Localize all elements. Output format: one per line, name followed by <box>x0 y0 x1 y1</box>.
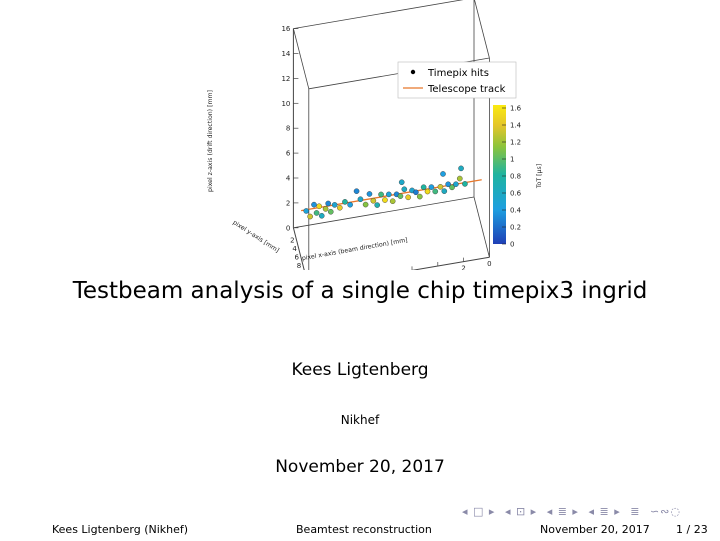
hit-point <box>453 181 459 187</box>
institute: Nikhef <box>340 413 380 427</box>
z-tick-label: 14 <box>281 50 290 58</box>
z-tick-label: 4 <box>286 175 291 183</box>
hit-point <box>389 198 396 204</box>
hit-point <box>405 194 411 201</box>
hit-point <box>311 201 317 208</box>
hit-point <box>357 196 364 203</box>
hit-point <box>370 197 377 204</box>
nav-search-icon[interactable]: ∽∾◌ <box>649 505 681 518</box>
z-tick-label: 12 <box>281 75 290 83</box>
hit-point <box>462 181 468 187</box>
colorbar-tick-label: 0.2 <box>510 224 521 232</box>
legend-box <box>397 61 517 99</box>
hit-point <box>397 193 404 199</box>
hit-point <box>307 213 313 220</box>
hit-point <box>445 181 451 188</box>
box-edge-back-bottom <box>293 196 475 229</box>
colorbar-tick-label: 1.2 <box>510 139 521 147</box>
hit-point <box>316 203 322 210</box>
y-tick-label: 2 <box>290 236 294 244</box>
hit-point <box>327 208 334 215</box>
hit-point <box>458 165 464 172</box>
z-tick-label: 8 <box>286 125 290 133</box>
footer-date: November 20, 2017 <box>540 523 650 536</box>
hit-point <box>424 188 431 195</box>
box-edge-top-right <box>474 0 490 59</box>
author-name: Kees Ligtenberg <box>291 360 429 380</box>
x-tick-label: 2 <box>461 265 465 270</box>
hit-point <box>441 188 448 194</box>
presentation-date: November 20, 2017 <box>275 457 445 477</box>
y-axis-line <box>292 227 305 270</box>
hit-point <box>318 212 325 219</box>
colorbar-tick-label: 1 <box>510 156 514 164</box>
nav-document-icon[interactable]: ◂ ≣ ▸ <box>588 505 621 518</box>
colorbar-tick-label: 0.4 <box>510 207 522 215</box>
nav-subsection-icon[interactable]: ◂ ⊡ ▸ <box>504 505 538 518</box>
x-tick-label: 4 <box>436 269 441 270</box>
hit-point <box>303 208 310 214</box>
z-tick-label: 6 <box>286 150 291 158</box>
legend-hits-label: Timepix hits <box>427 68 489 79</box>
slide-title: Testbeam analysis of a single chip timep… <box>72 278 648 304</box>
x-axis-label: pixel x-axis (beam direction) [mm] <box>301 237 408 263</box>
z-axis-label: pixel z-axis (drift direction) [mm] <box>207 90 214 192</box>
hit-point <box>416 193 423 200</box>
hit-point <box>362 201 369 208</box>
hit-point <box>382 197 388 203</box>
hit-point <box>432 188 439 195</box>
colorbar-tick-label: 0 <box>510 241 514 249</box>
hit-point <box>366 191 373 197</box>
hit-point <box>386 191 392 198</box>
box-edge-back-top <box>293 0 464 29</box>
colorbar-tick-label: 1.4 <box>510 122 522 130</box>
x-axis-line <box>411 256 490 270</box>
box-edge-bottom-right <box>473 196 490 258</box>
hit-point <box>428 184 435 190</box>
y-tick-label: 4 <box>292 245 297 253</box>
y-tick-label: 8 <box>297 262 301 270</box>
scatter-3d-chart: 0246810121416246810121402468101214pixel … <box>207 0 543 270</box>
y-axis-label: pixel y-axis [mm] <box>231 219 280 254</box>
hit-point <box>342 199 348 205</box>
colorbar-tick-label: 1.6 <box>510 105 522 113</box>
nav-toc-icon[interactable]: ≣ <box>630 505 641 518</box>
hit-point <box>449 184 455 191</box>
z-tick-label: 16 <box>281 25 290 33</box>
hit-point <box>336 204 343 211</box>
footer-author: Kees Ligtenberg (Nikhef) <box>52 523 189 536</box>
page-number: 1 / 23 <box>676 523 708 536</box>
z-tick-label: 0 <box>286 224 290 232</box>
hit-point <box>456 175 463 182</box>
hit-point <box>437 184 444 190</box>
beamer-navigation: ◂ □ ▸ ◂ ⊡ ▸ ◂ ≣ ▸ ◂ ≣ ▸ ≣ ∽∾◌ <box>462 505 686 518</box>
y-tick-label: 6 <box>295 254 300 262</box>
legend-hits-marker <box>410 69 416 75</box>
hit-point <box>313 210 320 216</box>
hit-point <box>420 184 427 190</box>
colorbar-label: ToT [μs] <box>536 164 543 189</box>
footer-title: Beamtest reconstruction <box>296 523 432 536</box>
hit-point <box>325 200 331 207</box>
hit-point <box>331 202 338 208</box>
colorbar-tick-label: 0.8 <box>510 173 521 181</box>
hit-point <box>353 188 360 194</box>
hit-point <box>322 206 329 212</box>
box-edge-top-left <box>293 28 310 89</box>
hit-point <box>398 179 405 186</box>
z-tick-label: 2 <box>286 199 290 207</box>
colorbar <box>493 105 506 244</box>
nav-section-icon[interactable]: ◂ ≣ ▸ <box>546 505 579 518</box>
hit-point <box>440 171 446 177</box>
x-tick-label: 0 <box>487 260 491 268</box>
hit-point <box>413 189 419 196</box>
hit-point <box>378 191 384 198</box>
hit-point <box>347 201 353 208</box>
legend-track-label: Telescope track <box>427 84 506 95</box>
hit-point <box>401 186 408 193</box>
hit-point <box>374 202 381 208</box>
z-tick-label: 10 <box>281 100 290 108</box>
nav-frame-icon[interactable]: ◂ □ ▸ <box>462 505 496 518</box>
colorbar-tick-label: 0.6 <box>510 190 522 198</box>
